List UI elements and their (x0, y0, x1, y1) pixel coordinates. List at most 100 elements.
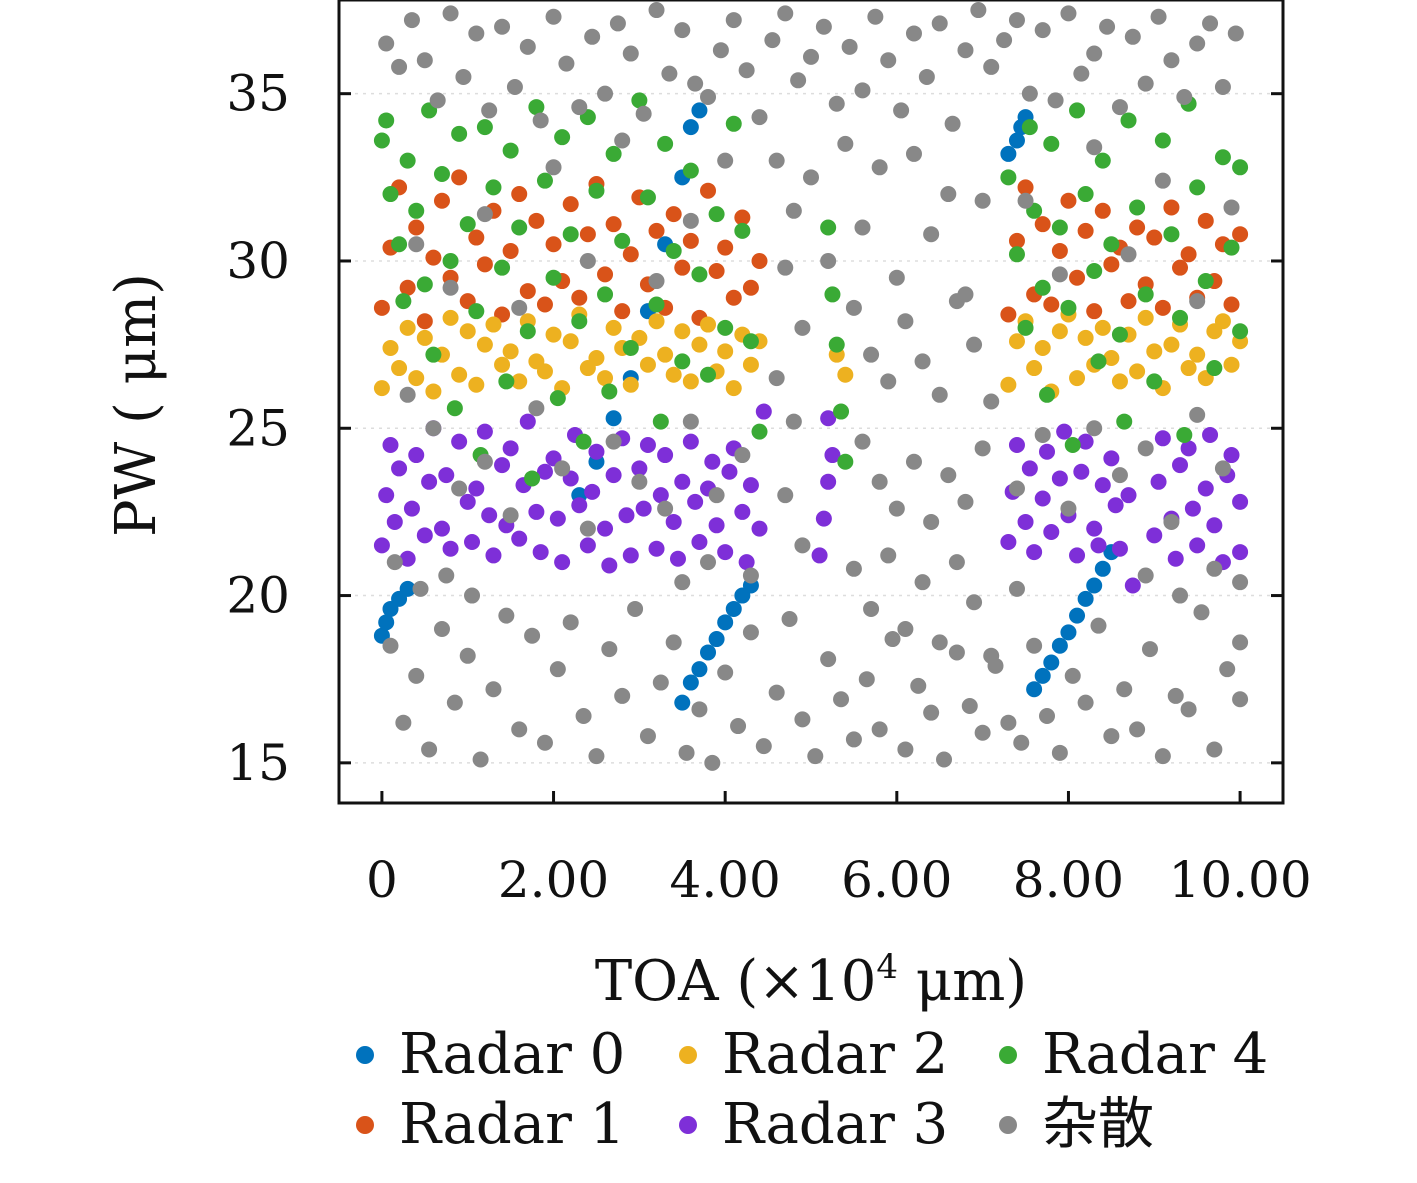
point-s4-66 (1034, 279, 1051, 296)
point-s3-85 (1069, 547, 1086, 564)
point-s5-108 (931, 634, 948, 651)
point-s1-44 (751, 252, 768, 269)
point-s5-203 (1039, 708, 1055, 725)
point-s5-183 (781, 610, 798, 627)
point-s3-20 (485, 547, 502, 564)
point-s1-18 (528, 212, 545, 229)
point-s5-185 (807, 748, 824, 765)
point-s5-231 (1232, 574, 1249, 591)
point-s0-29 (1043, 654, 1060, 671)
point-s1-60 (1129, 219, 1146, 236)
point-s5-169 (601, 641, 618, 658)
point-s4-75 (1090, 353, 1107, 370)
point-s3-4 (391, 460, 408, 477)
point-s3-70 (820, 473, 837, 490)
point-s1-43 (742, 279, 759, 296)
point-s2-2 (391, 360, 408, 377)
x-axis-label-sup: 4 (876, 947, 898, 987)
point-s0-4 (399, 580, 416, 597)
point-s2-14 (494, 356, 511, 373)
point-s4-77 (1103, 236, 1120, 253)
point-s5-92 (785, 413, 802, 430)
point-s3-79 (1034, 490, 1051, 507)
point-s5-222 (438, 567, 455, 584)
point-s3-78 (1026, 544, 1043, 561)
point-s0-33 (1077, 590, 1094, 607)
point-s5-75 (905, 145, 922, 162)
point-s5-32 (790, 72, 807, 89)
point-s3-35 (571, 497, 588, 514)
point-s5-65 (1214, 78, 1231, 95)
point-s5-101 (777, 487, 794, 504)
point-s3-23 (502, 440, 519, 457)
point-s4-47 (682, 162, 699, 179)
point-s4-32 (575, 433, 592, 450)
point-s5-69 (803, 169, 819, 186)
point-s4-89 (1189, 179, 1206, 196)
legend-label-1: Radar 2 (722, 1022, 948, 1087)
point-s5-102 (794, 537, 811, 554)
point-s5-64 (1202, 15, 1219, 32)
point-s5-139 (545, 159, 562, 176)
point-s3-13 (442, 540, 459, 557)
point-s5-79 (974, 192, 991, 209)
x-tick-label-4: 8.00 (1013, 851, 1124, 909)
point-s2-73 (1223, 356, 1240, 373)
point-s5-119 (579, 520, 596, 537)
point-s3-27 (528, 503, 545, 520)
point-s0-12 (682, 119, 699, 136)
point-s4-85 (1163, 226, 1180, 243)
x-axis-label-main: TOA (×10 (595, 949, 877, 1014)
point-s4-84 (1154, 132, 1171, 149)
legend-item-1: Radar 2 (679, 1022, 948, 1087)
point-s3-26 (519, 413, 536, 430)
point-s5-85 (897, 313, 914, 330)
point-s5-160 (485, 681, 502, 698)
point-s0-23 (1000, 145, 1017, 162)
point-s5-19 (622, 45, 639, 62)
point-s4-58 (828, 336, 845, 353)
point-s5-34 (815, 18, 832, 35)
point-s3-5 (399, 550, 416, 567)
point-s5-121 (631, 473, 648, 490)
point-s5-83 (863, 346, 880, 363)
point-s3-89 (1090, 537, 1107, 554)
point-s2-63 (1137, 309, 1154, 326)
point-s3-3 (386, 513, 403, 530)
point-s1-22 (562, 196, 579, 213)
point-s5-106 (897, 621, 914, 638)
series-5 (378, 2, 1249, 771)
point-s5-3 (416, 52, 433, 69)
point-s1-39 (708, 263, 725, 280)
point-s4-23 (519, 323, 536, 340)
point-s5-187 (833, 691, 850, 708)
point-s5-50 (1021, 85, 1038, 102)
point-s5-167 (575, 708, 592, 725)
point-s2-1 (382, 339, 399, 356)
point-s4-70 (1060, 299, 1077, 316)
point-s2-11 (468, 376, 485, 393)
point-s4-46 (674, 353, 691, 370)
point-s4-92 (1214, 149, 1231, 166)
point-s5-66 (1227, 25, 1244, 42)
point-s5-11 (519, 38, 536, 55)
point-s5-138 (511, 299, 528, 316)
point-s2-20 (545, 326, 562, 343)
point-s5-216 (1206, 741, 1223, 758)
point-s2-53 (1051, 323, 1068, 340)
point-s5-81 (794, 319, 811, 336)
point-s1-32 (648, 222, 665, 239)
point-s4-3 (391, 236, 408, 253)
point-s1-59 (1120, 293, 1137, 310)
point-s3-1 (378, 487, 395, 504)
point-s5-220 (386, 554, 403, 571)
legend-marker-5 (999, 1116, 1017, 1134)
point-s5-200 (1000, 714, 1017, 731)
point-s2-60 (1111, 373, 1128, 390)
point-s5-179 (730, 718, 747, 735)
point-s3-77 (1021, 460, 1038, 477)
point-s5-93 (854, 433, 871, 450)
point-s5-25 (700, 89, 717, 106)
point-s0-34 (1086, 577, 1103, 594)
point-s4-12 (446, 400, 463, 417)
